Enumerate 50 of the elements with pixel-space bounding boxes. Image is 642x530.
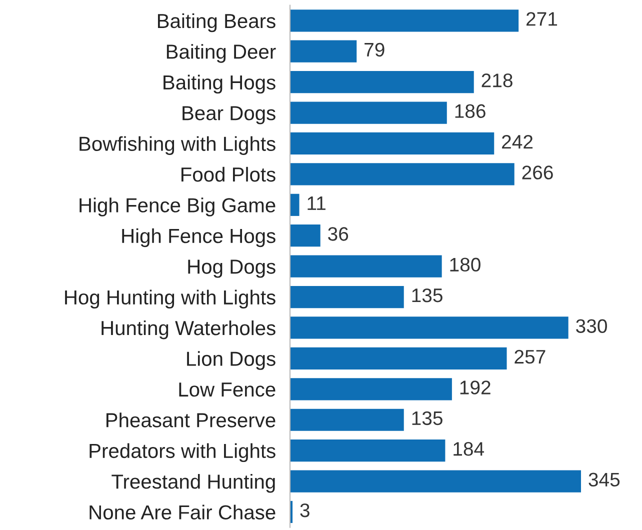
data-label: 330 [576, 319, 607, 333]
y-tick-label: Bear Dogs [182, 106, 276, 124]
data-label: 192 [460, 380, 490, 394]
data-label: 257 [514, 350, 546, 364]
y-tick-label: Baiting Hogs [164, 74, 276, 94]
data-label: 345 [588, 472, 620, 487]
bar [290, 286, 404, 308]
data-label: 186 [455, 104, 486, 118]
bar [290, 408, 404, 431]
data-label: 135 [412, 288, 442, 302]
bar [290, 378, 452, 400]
bar [290, 194, 300, 216]
bar [290, 71, 474, 94]
data-label: 184 [454, 442, 484, 456]
data-label: 266 [522, 166, 553, 180]
y-tick-label: Baiting Deer [166, 44, 276, 63]
y-tick-label: Low Fence [179, 382, 276, 397]
y-tick-label: Treestand Hunting [112, 474, 275, 493]
y-tick-label: Bowfishing with Lights [80, 136, 276, 155]
data-label: 135 [412, 411, 442, 426]
bar [290, 102, 447, 124]
data-label: 11 [308, 196, 326, 210]
bar [290, 440, 446, 462]
y-tick-label: Hog Dogs [188, 260, 276, 278]
y-tick-label: High Fence Big Game [80, 198, 276, 216]
y-tick-label: Food Plots [182, 166, 276, 182]
bar [290, 470, 581, 492]
data-label: 218 [482, 74, 512, 88]
y-tick-label: Hog Hunting with Lights [65, 290, 276, 309]
data-label: 271 [526, 12, 558, 26]
y-tick-label: Baiting Bears [158, 13, 276, 32]
y-tick-label: Hunting Waterholes [102, 320, 276, 340]
data-label: 3 [300, 503, 310, 518]
y-tick-label: Predators with Lights [90, 443, 276, 462]
bar [290, 316, 568, 339]
bar [290, 10, 519, 32]
bar [290, 163, 514, 186]
bar [290, 224, 320, 247]
data-label: 36 [328, 227, 348, 241]
bar [290, 255, 442, 278]
data-label: 242 [502, 134, 533, 149]
data-label: 79 [364, 42, 384, 57]
y-tick-label: Pheasant Preserve [106, 412, 276, 428]
bar [290, 40, 357, 62]
data-label: 180 [450, 258, 480, 272]
y-tick-label: None Are Fair Chase [90, 504, 276, 520]
y-tick-label: Lion Dogs [187, 351, 276, 370]
bar [290, 347, 507, 370]
y-tick-label: High Fence Hogs [122, 228, 276, 248]
bar [290, 132, 494, 155]
